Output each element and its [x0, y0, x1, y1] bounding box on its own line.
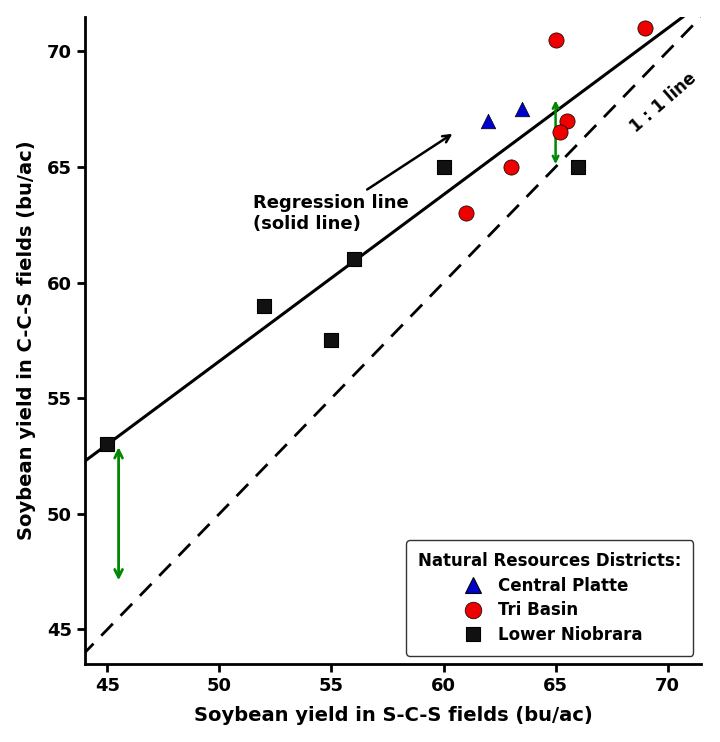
- Point: [102, 439, 113, 450]
- Point: [482, 115, 494, 127]
- Point: [561, 115, 572, 127]
- Point: [460, 207, 472, 219]
- Point: [554, 126, 566, 138]
- Point: [325, 335, 337, 347]
- Point: [505, 161, 516, 173]
- Point: [348, 254, 360, 266]
- Point: [550, 34, 562, 46]
- Y-axis label: Soybean yield in C-C-S fields (bu/ac): Soybean yield in C-C-S fields (bu/ac): [17, 140, 36, 540]
- Text: Regression line
(solid line): Regression line (solid line): [253, 135, 450, 232]
- Legend: Central Platte, Tri Basin, Lower Niobrara: Central Platte, Tri Basin, Lower Niobrar…: [406, 540, 693, 656]
- X-axis label: Soybean yield in S-C-S fields (bu/ac): Soybean yield in S-C-S fields (bu/ac): [194, 706, 593, 726]
- Point: [438, 161, 449, 173]
- Point: [572, 161, 584, 173]
- Point: [516, 103, 528, 115]
- Point: [639, 22, 651, 34]
- Text: 1 : 1 line: 1 : 1 line: [626, 69, 700, 136]
- Point: [258, 300, 270, 312]
